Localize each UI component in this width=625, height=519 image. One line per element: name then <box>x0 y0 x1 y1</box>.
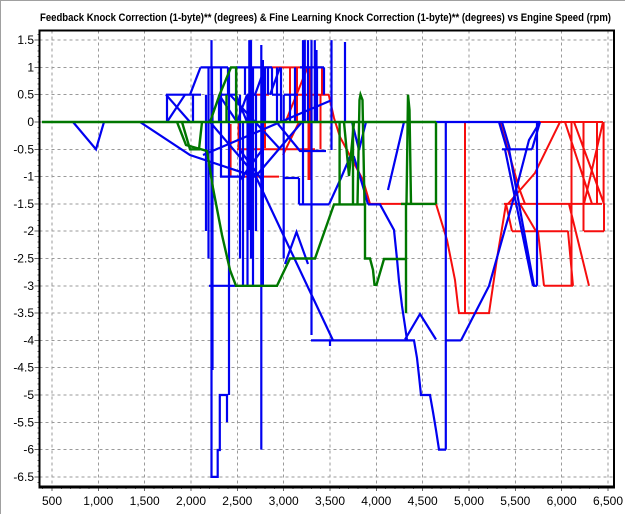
svg-text:-1.5: -1.5 <box>13 197 34 211</box>
svg-text:5,500: 5,500 <box>500 494 530 508</box>
svg-text:-1: -1 <box>23 170 34 184</box>
svg-text:1,500: 1,500 <box>130 494 160 508</box>
svg-text:3,000: 3,000 <box>269 494 299 508</box>
svg-text:-0.5: -0.5 <box>13 142 34 156</box>
svg-text:5,000: 5,000 <box>454 494 484 508</box>
svg-text:-6.5: -6.5 <box>13 470 34 484</box>
svg-text:0.5: 0.5 <box>17 88 34 102</box>
svg-text:1: 1 <box>27 60 34 74</box>
svg-text:-3: -3 <box>23 279 34 293</box>
svg-text:1.5: 1.5 <box>17 33 34 47</box>
svg-text:-2.5: -2.5 <box>13 252 34 266</box>
svg-text:500: 500 <box>42 494 62 508</box>
svg-text:-6: -6 <box>23 443 34 457</box>
svg-text:1,000: 1,000 <box>83 494 113 508</box>
svg-text:4,500: 4,500 <box>408 494 438 508</box>
svg-text:2,500: 2,500 <box>222 494 252 508</box>
svg-text:-5.5: -5.5 <box>13 415 34 429</box>
svg-text:-2: -2 <box>23 224 34 238</box>
svg-text:6,500: 6,500 <box>593 494 623 508</box>
svg-text:6,000: 6,000 <box>547 494 577 508</box>
svg-text:3,500: 3,500 <box>315 494 345 508</box>
svg-text:-4.5: -4.5 <box>13 361 34 375</box>
svg-text:-4: -4 <box>23 333 34 347</box>
svg-text:4,000: 4,000 <box>361 494 391 508</box>
svg-text:Feedback Knock Correction (1-b: Feedback Knock Correction (1-byte)** (de… <box>40 12 611 24</box>
svg-text:2,000: 2,000 <box>176 494 206 508</box>
svg-text:-3.5: -3.5 <box>13 306 34 320</box>
svg-text:-5: -5 <box>23 388 34 402</box>
svg-text:0: 0 <box>27 115 34 129</box>
